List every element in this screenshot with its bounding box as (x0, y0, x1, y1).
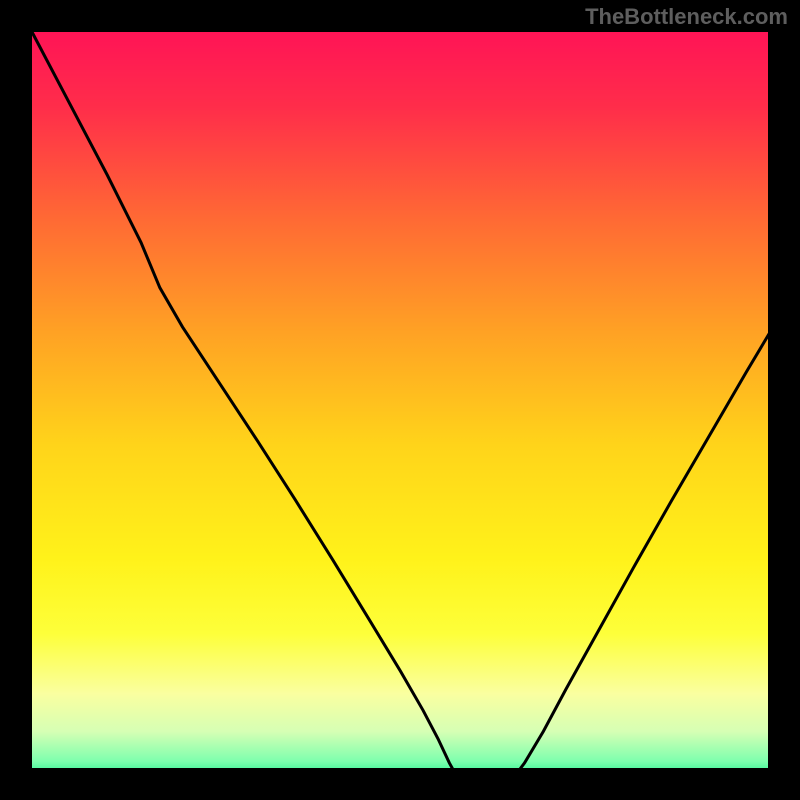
watermark-text: TheBottleneck.com (585, 4, 788, 29)
watermark: TheBottleneck.com (585, 4, 788, 30)
chart-svg (0, 0, 800, 800)
bottleneck-chart: TheBottleneck.com (0, 0, 800, 800)
chart-background (32, 32, 784, 784)
